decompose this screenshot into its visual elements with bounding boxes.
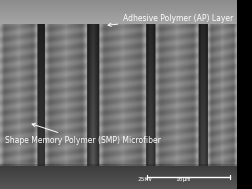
- Text: 25KV: 25KV: [137, 177, 152, 182]
- Text: Shape Memory Polymer (SMP) Microfiber: Shape Memory Polymer (SMP) Microfiber: [5, 124, 160, 145]
- Text: 10μm: 10μm: [175, 177, 190, 182]
- Text: Adhesive Polymer (AP) Layer: Adhesive Polymer (AP) Layer: [108, 14, 233, 26]
